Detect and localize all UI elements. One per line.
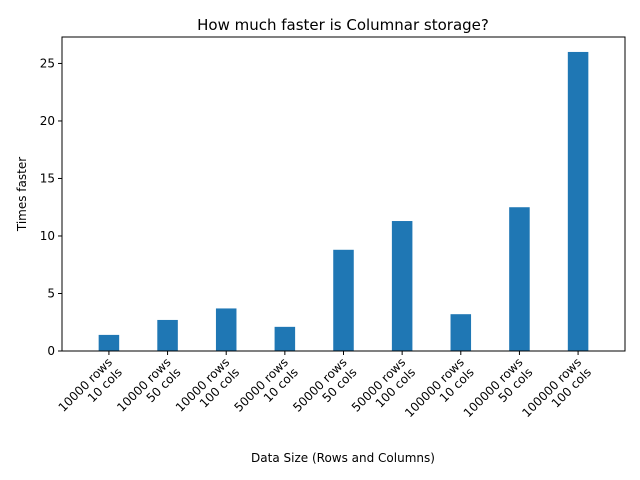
plot-frame [61,36,626,352]
y-tick-label-1: 5 [47,286,55,300]
y-tick-label-4: 20 [40,114,55,128]
y-tick-label-0: 0 [47,344,55,358]
x-tick-label-0: 10000 rows10 cols [56,355,125,424]
y-tick-label-2: 10 [40,229,55,243]
bar-3 [274,326,296,351]
y-tick-label-5: 25 [40,56,55,70]
bar-7 [509,207,530,351]
x-tick-label-1: 10000 rows50 cols [114,355,183,424]
bar-0 [98,334,120,351]
y-axis-label: Times faster [15,157,29,232]
bar-4 [333,249,354,351]
x-tick-label-7: 100000 rows50 cols [461,355,536,430]
bar-6 [450,314,472,351]
x-tick-label-3: 50000 rows10 cols [232,355,301,424]
x-tick-label-6: 100000 rows10 cols [402,355,477,430]
bar-1 [157,319,178,351]
x-tick-label-4: 50000 rows50 cols [290,355,359,424]
y-axis: 0 5 10 15 20 25 [40,56,62,358]
bar-5 [391,221,413,351]
chart-title: How much faster is Columnar storage? [197,16,489,34]
x-tick-label-8: 100000 rows100 cols [519,355,594,430]
bar-8 [567,51,589,351]
x-axis-label: Data Size (Rows and Columns) [251,451,435,465]
bars-group [98,51,589,351]
bar-2 [215,308,237,351]
y-tick-label-3: 15 [40,171,55,185]
x-tick-label-2: 10000 rows100 cols [173,355,242,424]
